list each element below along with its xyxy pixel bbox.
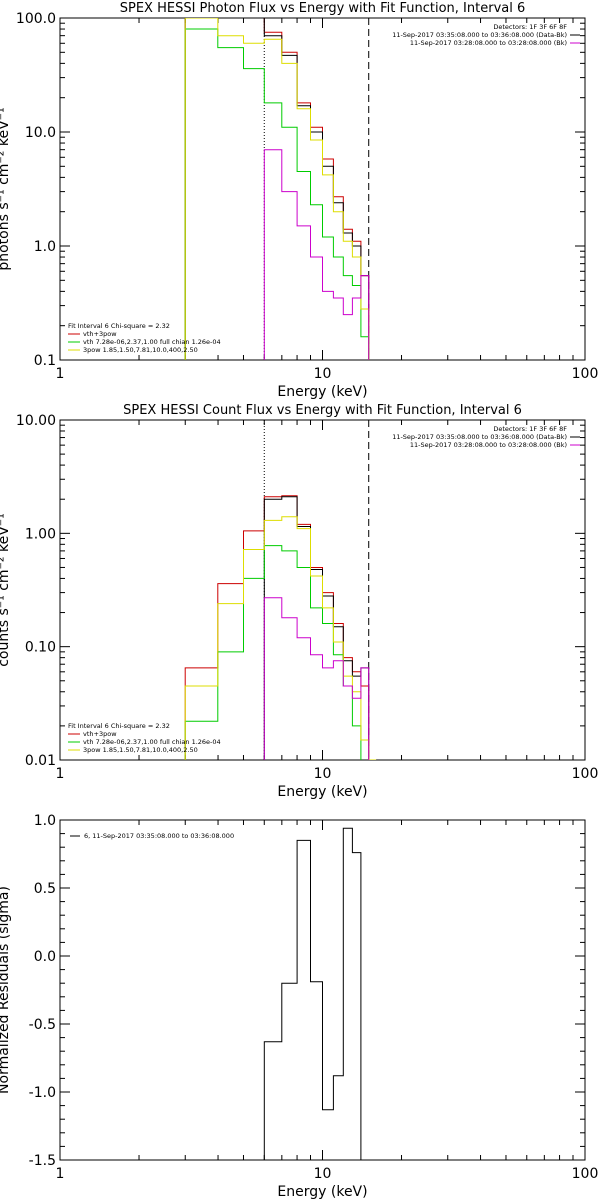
legend-entry: vth 7.28e-06,2.37,1.00 full chian 1.26e-… bbox=[83, 738, 221, 746]
legend-entry: vth+3pow bbox=[83, 330, 117, 338]
x-tick-label: 1 bbox=[56, 766, 65, 782]
plot-area bbox=[184, 495, 377, 760]
legend-entry: Detectors: 1F 3F 6F 8F bbox=[493, 23, 567, 31]
series-histogram-1 bbox=[263, 827, 362, 1160]
legend-entry: vth+3pow bbox=[83, 730, 117, 738]
y-axis-label: counts s⁻¹ cm⁻² keV⁻¹ bbox=[0, 513, 12, 667]
series-histogram-5 bbox=[263, 597, 370, 760]
series-histogram-5 bbox=[263, 149, 370, 360]
x-tick-label: 1 bbox=[56, 1166, 65, 1182]
y-tick-label: 100.0 bbox=[16, 11, 56, 27]
x-axis-label: Energy (keV) bbox=[277, 384, 367, 400]
legend-entry: 11-Sep-2017 03:35:08.000 to 03:36:08.000… bbox=[392, 433, 567, 441]
y-tick-label: 1.0 bbox=[34, 239, 56, 255]
legend-entry: 11-Sep-2017 03:28:08.000 to 03:28:08.000… bbox=[410, 441, 567, 449]
plot-area bbox=[263, 827, 362, 1160]
legend-entry: 3pow 1.85,1.50,7.81,10.0,400,2.50 bbox=[83, 346, 198, 354]
x-tick-label: 100 bbox=[572, 766, 599, 782]
y-tick-label: 0.0 bbox=[34, 949, 56, 965]
series-histogram-4 bbox=[184, 18, 370, 360]
y-tick-label: 1.00 bbox=[25, 526, 56, 542]
x-tick-label: 100 bbox=[572, 366, 599, 382]
legend-entry: 6, 11-Sep-2017 03:35:08.000 to 03:36:08.… bbox=[84, 832, 234, 840]
legend-entry: Detectors: 1F 3F 6F 8F bbox=[493, 425, 567, 433]
chart-panel-2: 1 10 100 0.01 0.10 1.00 10.00 SPEX HESSI Count … bbox=[0, 403, 598, 800]
y-tick-label: 10.00 bbox=[16, 413, 56, 429]
series-histogram-1 bbox=[184, 18, 370, 360]
y-axis-label: Normalized Residuals (sigma) bbox=[0, 886, 12, 1094]
legend-entry: 11-Sep-2017 03:28:08.000 to 03:28:08.000… bbox=[410, 39, 567, 47]
legend-entry: Fit Interval 6 Chi-square = 2.32 bbox=[68, 322, 170, 330]
chart-title: SPEX HESSI Count Flux vs Energy with Fit… bbox=[123, 403, 522, 418]
y-tick-label: 0.01 bbox=[25, 753, 56, 769]
legend-entry: Fit Interval 6 Chi-square = 2.32 bbox=[68, 722, 170, 730]
legend-entry: 3pow 1.85,1.50,7.81,10.0,400,2.50 bbox=[83, 746, 198, 754]
series-histogram-3 bbox=[184, 545, 362, 760]
chart-panel-1: 1 10 100 0.1 1.0 10.0 100.0 SPEX HESSI Photon F… bbox=[0, 1, 598, 400]
x-tick-label: 10 bbox=[314, 1166, 332, 1182]
y-tick-label: 1.0 bbox=[34, 813, 56, 829]
y-tick-label: 10.0 bbox=[25, 125, 56, 141]
plot-frame bbox=[59, 17, 586, 361]
x-tick-label: 10 bbox=[314, 766, 332, 782]
plot-area bbox=[184, 18, 370, 360]
y-tick-label: 0.10 bbox=[25, 640, 56, 656]
y-tick-label: -0.5 bbox=[29, 1017, 56, 1033]
series-histogram-3 bbox=[184, 28, 370, 360]
series-histogram-1 bbox=[184, 495, 377, 760]
legend-entry: vth 7.28e-06,2.37,1.00 full chian 1.26e-… bbox=[83, 338, 221, 346]
series-histogram-2 bbox=[263, 496, 377, 760]
y-tick-label: -1.5 bbox=[29, 1153, 56, 1169]
x-tick-label: 1 bbox=[56, 366, 65, 382]
legend-entry: 11-Sep-2017 03:35:08.000 to 03:36:08.000… bbox=[392, 31, 567, 39]
x-tick-label: 100 bbox=[572, 1166, 599, 1182]
y-axis-label: photons s⁻¹ cm⁻² keV⁻¹ bbox=[0, 107, 12, 270]
y-tick-label: 0.5 bbox=[34, 881, 56, 897]
chart-title: SPEX HESSI Photon Flux vs Energy with Fi… bbox=[120, 1, 526, 16]
chart-panel-3: 1 10 100 -1.5 -1.0 -0.5 0.0 0.5 1.0 Energy (keV) N… bbox=[0, 813, 598, 1200]
y-tick-label: -1.0 bbox=[29, 1085, 56, 1101]
x-tick-label: 10 bbox=[314, 366, 332, 382]
x-axis-label: Energy (keV) bbox=[277, 784, 367, 800]
series-histogram-2 bbox=[184, 18, 370, 360]
y-tick-label: 0.1 bbox=[34, 353, 56, 369]
series-histogram-4 bbox=[184, 516, 377, 760]
x-axis-label: Energy (keV) bbox=[277, 1184, 367, 1200]
